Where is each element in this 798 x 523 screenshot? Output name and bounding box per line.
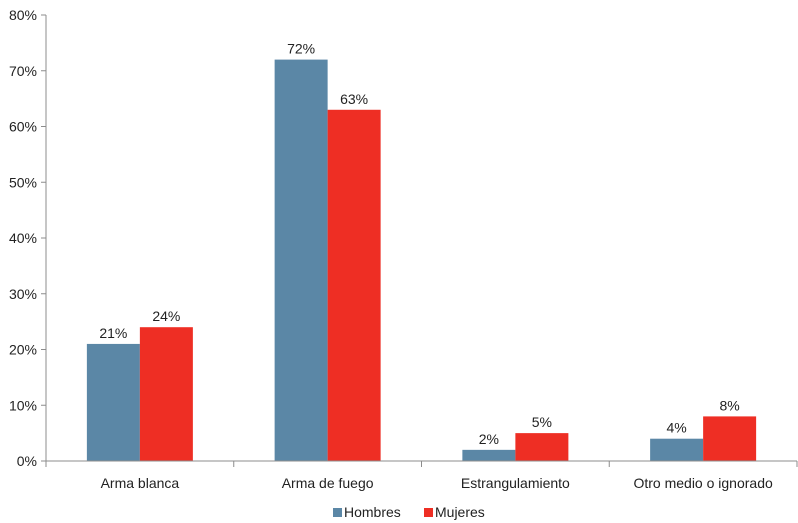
category-label: Arma de fuego	[282, 475, 374, 491]
bar-mujeres-2	[515, 433, 569, 461]
legend-label: Hombres	[344, 504, 401, 520]
legend-swatch-hombres	[333, 508, 342, 517]
y-tick-label: 60%	[9, 119, 37, 135]
legend-swatch-mujeres	[424, 508, 433, 517]
bar-hombres-0	[86, 343, 140, 461]
category-label: Arma blanca	[101, 475, 180, 491]
data-label: 4%	[667, 420, 687, 436]
y-tick-label: 50%	[9, 174, 37, 190]
bar-hombres-2	[462, 449, 516, 461]
bar-hombres-1	[274, 59, 328, 461]
data-label: 5%	[532, 414, 552, 430]
data-label: 2%	[479, 431, 499, 447]
data-label: 72%	[287, 41, 315, 57]
data-label: 24%	[152, 308, 180, 324]
data-label: 21%	[99, 325, 127, 341]
y-tick-label: 30%	[9, 286, 37, 302]
y-tick-label: 80%	[9, 7, 37, 23]
category-label: Estrangulamiento	[461, 475, 570, 491]
y-tick-label: 70%	[9, 63, 37, 79]
y-axis: 0% 10% 20% 30% 40% 50% 60% 70% 80%	[9, 7, 47, 469]
y-tick-label: 0%	[17, 453, 37, 469]
legend: Hombres Mujeres	[333, 504, 485, 520]
category-label: Otro medio o ignorado	[633, 475, 773, 491]
bar-hombres-3	[650, 438, 704, 461]
bars: 21% 24% 72% 63% 2% 5% 4% 8%	[86, 41, 757, 462]
data-label: 8%	[720, 397, 740, 413]
y-tick-label: 40%	[9, 230, 37, 246]
bar-mujeres-3	[703, 416, 757, 461]
y-tick-label: 10%	[9, 397, 37, 413]
x-axis: Arma blanca Arma de fuego Estrangulamiento…	[45, 460, 798, 491]
legend-label: Mujeres	[435, 504, 485, 520]
bar-mujeres-0	[139, 327, 193, 461]
data-label: 63%	[340, 91, 368, 107]
bar-mujeres-1	[327, 109, 381, 462]
y-tick-label: 20%	[9, 342, 37, 358]
